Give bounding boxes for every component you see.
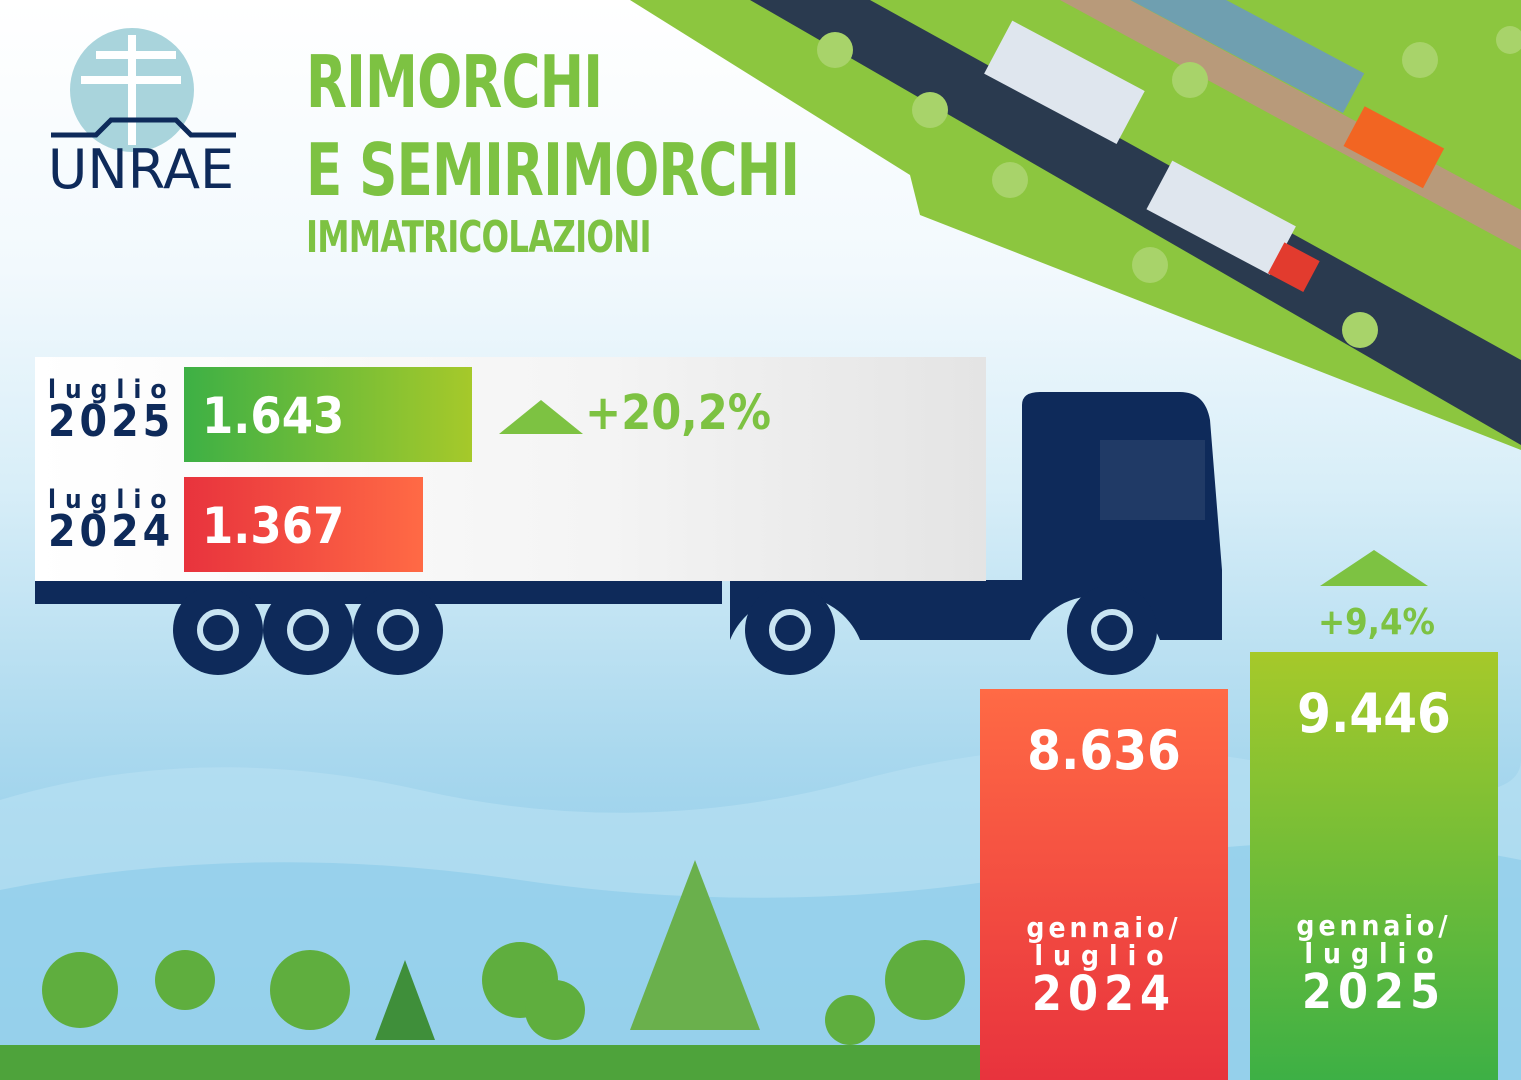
road-rail-illustration — [630, 0, 1521, 450]
train-illustration — [1113, 0, 1445, 189]
monthly-comparison-panel — [35, 357, 986, 581]
month-label: luglio — [48, 485, 176, 515]
value-label: 9.446 — [1297, 682, 1451, 746]
trees-illustration — [0, 860, 980, 1080]
ytd-change: +9,4% — [1318, 602, 1435, 643]
year-label: 2025 — [48, 396, 175, 447]
month-label: luglio — [1034, 938, 1174, 972]
label-july-2024: luglio 2024 — [48, 485, 176, 557]
truck-silhouette — [35, 392, 1222, 675]
title-line1: RIMORCHI — [306, 40, 603, 124]
logo-text: UNRAE — [48, 138, 234, 200]
up-arrow-icon — [1320, 550, 1428, 586]
subtitle: IMMATRICOLAZIONI — [306, 212, 652, 263]
truck-illustration — [984, 20, 1320, 293]
year-label: 2024 — [48, 506, 175, 557]
value-label: 1.643 — [202, 387, 345, 445]
month-label: luglio — [48, 375, 176, 405]
bar-july-2025: 1.643 — [184, 367, 472, 462]
bar-july-2024: 1.367 — [184, 477, 424, 572]
unrae-logo: UNRAE — [36, 20, 246, 201]
trees — [817, 26, 1521, 348]
up-arrow-icon — [499, 400, 583, 434]
monthly-change: +20,2% — [585, 385, 771, 441]
title-line2: E SEMIRIMORCHI — [306, 128, 800, 212]
year-label: 2025 — [1301, 964, 1447, 1021]
period-label: gennaio/ — [1026, 910, 1182, 944]
railway — [1060, 0, 1521, 250]
value-label: 1.367 — [202, 497, 345, 555]
year-label: 2024 — [1031, 965, 1177, 1022]
period-label: gennaio/ — [1296, 909, 1452, 943]
value-label: 8.636 — [1027, 718, 1181, 782]
bar-jan-jul-2025: 9.446 gennaio/luglio 2025 — [1250, 652, 1498, 1080]
label-july-2025: luglio 2025 — [48, 375, 176, 447]
bar-jan-jul-2024: 8.636 gennaio/luglio 2024 — [980, 688, 1228, 1080]
month-label: luglio — [1304, 937, 1444, 971]
